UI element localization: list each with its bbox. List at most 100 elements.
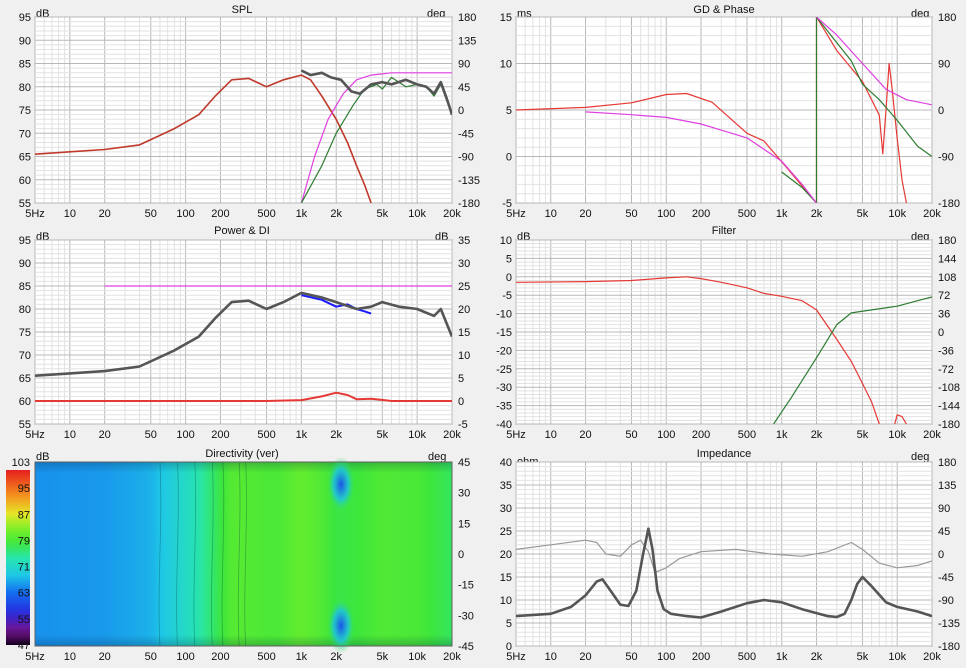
power-plot-area (34, 239, 453, 425)
spl-grid (34, 16, 453, 204)
contour-line (244, 461, 247, 647)
contour-line (237, 461, 241, 647)
spl-series-group (35, 69, 452, 203)
filter-right-tick-label: 0 (938, 327, 944, 339)
gd-phase-chart: GD & Phase ms deg -5051015-180-900901805… (500, 4, 960, 220)
impedance-right-tick-label: -90 (938, 595, 954, 607)
directivity-x-tick-label: 1k (296, 651, 308, 663)
filter-x-tick-label: 500 (738, 429, 756, 441)
directivity-frame (34, 461, 453, 647)
power-left-tick-label: 75 (19, 327, 31, 339)
spl-series-1-line (300, 72, 452, 203)
power-left-tick-label: 65 (19, 373, 31, 385)
spl-x-tick-label: 20k (443, 208, 461, 220)
impedance-left-tick-label: 20 (500, 549, 512, 561)
spl-chart-title: SPL (232, 4, 253, 16)
colorbar-tick-label: 55 (18, 614, 30, 626)
directivity-x-tick-label: 50 (145, 651, 157, 663)
contour-line (221, 461, 225, 647)
colorbar-tick-label: 63 (18, 588, 30, 600)
spl-left-tick-label: 60 (19, 175, 31, 187)
power-x-tick-label: 20k (443, 429, 461, 441)
impedance-x-tick-label: 5k (857, 651, 869, 663)
impedance-x-tick-label: 50 (625, 651, 637, 663)
gd-right-tick-label: -180 (938, 198, 960, 210)
filter-right-tick-label: 72 (938, 290, 950, 302)
power-grid (34, 239, 453, 425)
filter-x-tick-label: 1k (776, 429, 788, 441)
filter-right-tick-label: 180 (938, 235, 956, 247)
power-x-tick-label: 5Hz (25, 429, 45, 441)
filter-x-tick-label: 50 (625, 429, 637, 441)
power-x-tick-label: 10k (408, 429, 426, 441)
impedance-series-1-line (516, 527, 932, 619)
power-left-tick-label: 60 (19, 396, 31, 408)
impedance-left-tick-label: 30 (500, 503, 512, 515)
power-chart-title: Power & DI (214, 225, 270, 237)
power-series-group (35, 285, 452, 402)
impedance-x-tick-label: 500 (738, 651, 756, 663)
spl-x-tick-label: 500 (257, 208, 275, 220)
impedance-right-tick-label: -180 (938, 641, 960, 653)
power-right-tick-label: 10 (458, 350, 470, 362)
spl-chart: SPL dB deg 556065707580859095-180-135-90… (19, 4, 480, 220)
directivity-x-tick-label: 20 (99, 651, 111, 663)
directivity-right-tick-label: -45 (458, 641, 474, 653)
filter-left-tick-label: 0 (506, 272, 512, 284)
power-right-tick-label: 0 (458, 396, 464, 408)
spl-right-tick-label: 135 (458, 35, 476, 47)
spl-left-tick-label: 75 (19, 105, 31, 117)
gd-series-2-line (585, 111, 817, 203)
spl-right-tick-label: -135 (458, 175, 480, 187)
directivity-x-tick-label: 100 (176, 651, 194, 663)
gd-right-tick-label: 90 (938, 59, 950, 71)
directivity-x-tick-label: 20k (443, 651, 461, 663)
directivity-x-tick-label: 500 (257, 651, 275, 663)
filter-series-2-line (773, 296, 932, 424)
filter-x-tick-label: 2k (811, 429, 823, 441)
filter-chart: Filter dB deg -40-35-30-25-20-15-10-5051… (496, 225, 960, 441)
impedance-x-tick-label: 10 (545, 651, 557, 663)
filter-x-tick-label: 5k (857, 429, 869, 441)
directivity-right-unit: deg (428, 451, 446, 463)
filter-plot-area (515, 239, 933, 425)
power-series-2-line (35, 291, 452, 377)
power-x-tick-label: 200 (211, 429, 229, 441)
gd-chart-title: GD & Phase (693, 4, 754, 16)
impedance-left-tick-label: 0 (506, 641, 512, 653)
power-right-tick-label: 35 (458, 235, 470, 247)
gd-series-1-line (781, 17, 932, 203)
filter-grid (515, 239, 933, 425)
filter-right-tick-label: 144 (938, 253, 956, 265)
gd-series-0-line (516, 17, 907, 203)
filter-series-group (516, 276, 932, 424)
directivity-right-tick-label: 15 (458, 518, 470, 530)
spl-x-tick-label: 10 (64, 208, 76, 220)
directivity-notch (327, 456, 356, 513)
filter-x-tick-label: 100 (657, 429, 675, 441)
spl-x-tick-label: 2k (330, 208, 342, 220)
gd-left-tick-label: -5 (502, 198, 512, 210)
filter-left-tick-label: -10 (496, 309, 512, 321)
spl-right-tick-label: 0 (458, 105, 464, 117)
filter-right-tick-label: -144 (938, 401, 960, 413)
directivity-x-tick-label: 5Hz (25, 651, 45, 663)
impedance-plot-area (515, 461, 933, 647)
contour-line (211, 461, 214, 647)
impedance-right-tick-label: 90 (938, 503, 950, 515)
colorbar-tick-label: 47 (18, 640, 30, 652)
impedance-x-tick-label: 20 (579, 651, 591, 663)
colorbar-tick-label: 87 (18, 509, 30, 521)
directivity-right-tick-label: -30 (458, 610, 474, 622)
power-x-tick-label: 10 (64, 429, 76, 441)
filter-left-tick-label: 5 (506, 253, 512, 265)
spl-x-tick-label: 50 (145, 208, 157, 220)
impedance-x-tick-label: 20k (923, 651, 941, 663)
spl-x-tick-label: 1k (296, 208, 308, 220)
directivity-chart-title: Directivity (ver) (205, 448, 278, 460)
spl-left-tick-label: 65 (19, 152, 31, 164)
directivity-edge-shade (35, 462, 452, 646)
gd-x-tick-label: 200 (692, 208, 710, 220)
impedance-left-tick-label: 40 (500, 457, 512, 469)
spl-x-tick-label: 5Hz (25, 208, 45, 220)
